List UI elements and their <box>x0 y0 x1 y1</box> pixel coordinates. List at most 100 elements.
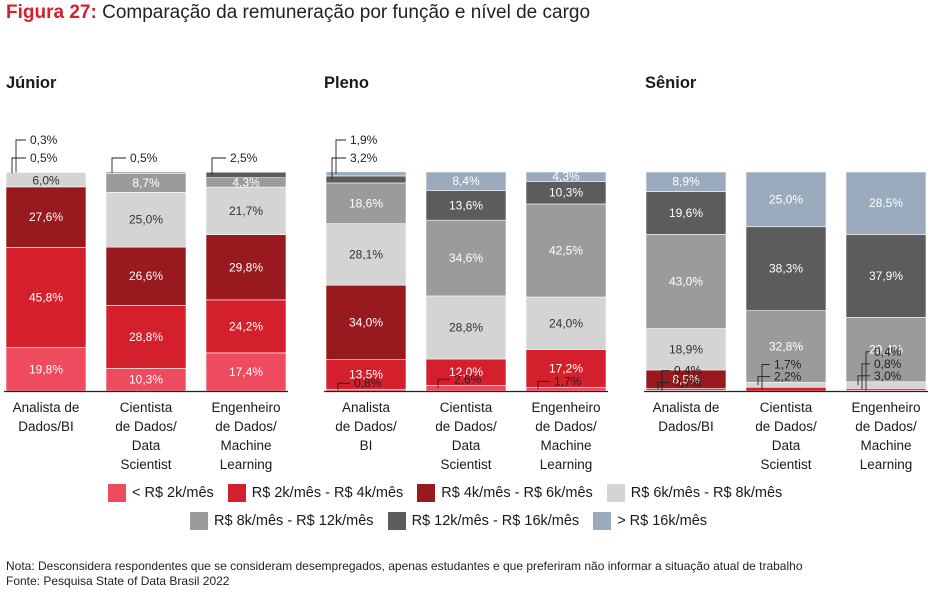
data-label: 17,4% <box>229 365 263 379</box>
legend-swatch <box>108 484 126 502</box>
data-label: 19,8% <box>29 362 63 376</box>
data-label: 21,7% <box>229 204 263 218</box>
legend-swatch <box>606 484 625 502</box>
category-label: Analista de <box>13 400 80 415</box>
category-label: Engenheiro <box>211 400 280 415</box>
legend-swatch <box>593 512 612 530</box>
category-label: Data <box>452 438 481 453</box>
data-label: 10,3% <box>129 373 163 387</box>
bar-segment <box>5 347 87 392</box>
callout-line <box>657 382 670 390</box>
bar-segment <box>5 171 87 173</box>
bar-segment <box>745 386 827 392</box>
legend-item: R$ 2k/mês - R$ 4k/mês <box>227 484 404 502</box>
legend-item: > R$ 16k/mês <box>593 512 707 530</box>
legend-label: R$ 8k/mês - R$ 12k/mês <box>214 513 374 529</box>
data-label: 18,6% <box>349 196 383 210</box>
bar-segment <box>745 310 827 383</box>
data-label: 0,5% <box>130 151 158 165</box>
bar-segment <box>525 296 607 350</box>
data-label: 24,2% <box>229 319 263 333</box>
data-label: 0,8% <box>874 357 902 371</box>
data-label: 24,0% <box>549 316 583 330</box>
category-label: Cientista <box>760 400 813 415</box>
data-label: 12,0% <box>449 365 483 379</box>
bar-segment <box>845 317 927 383</box>
data-label: 8,7% <box>132 176 160 190</box>
category-label: Dados/BI <box>658 419 714 434</box>
data-label: 25,0% <box>129 213 163 227</box>
callout-line <box>11 157 26 174</box>
category-label: Dados/BI <box>18 419 74 434</box>
bar-segment <box>525 203 607 298</box>
legend-swatch <box>387 512 406 530</box>
data-label: 13,5% <box>349 367 383 381</box>
category-label: de Dados/ <box>215 419 277 434</box>
callout-line <box>537 380 550 390</box>
category-label: de Dados/ <box>435 419 497 434</box>
data-label: 8,9% <box>672 175 700 189</box>
data-label: 0,8% <box>354 376 382 390</box>
bar-segment <box>525 171 607 182</box>
figure-title: Figura 27: Comparação da remuneração por… <box>6 2 590 24</box>
source-text: Fonte: Pesquisa State of Data Brasil 202… <box>6 574 230 588</box>
category-label: de Dados/ <box>535 419 597 434</box>
bar-segment <box>425 219 507 297</box>
category-label: BI <box>360 438 373 453</box>
callout-line <box>861 363 870 390</box>
data-label: 28,8% <box>129 330 163 344</box>
callout-line <box>761 364 770 390</box>
data-label: 8,5% <box>672 372 700 386</box>
legend-item: R$ 6k/mês - R$ 8k/mês <box>606 484 782 502</box>
group-title: Sênior <box>645 74 697 92</box>
legend-swatch <box>190 512 208 530</box>
callout-line <box>335 139 346 174</box>
data-label: 0,5% <box>30 151 58 165</box>
legend-row-1: < R$ 2k/mês R$ 2k/mês - R$ 4k/mês R$ 4k/mê… <box>108 484 796 502</box>
data-label: 0,4% <box>674 364 702 378</box>
data-label: 1,7% <box>774 357 802 371</box>
bar-segment <box>105 171 187 174</box>
data-label: 10,3% <box>549 186 583 200</box>
bar-segment <box>105 305 187 369</box>
bar-segment <box>205 352 287 392</box>
note-text: Nota: Desconsidera respondentes que se c… <box>6 559 803 573</box>
category-label: Learning <box>220 457 273 472</box>
data-label: 0,4% <box>874 345 902 359</box>
category-label: Machine <box>540 438 591 453</box>
bar-segment <box>645 234 727 329</box>
category-label: Cientista <box>120 400 173 415</box>
category-label: de Dados/ <box>755 419 817 434</box>
data-label: 28,5% <box>869 196 903 210</box>
data-label: 3,2% <box>350 151 378 165</box>
data-label: 29,4% <box>869 343 903 357</box>
data-label: 45,8% <box>29 290 63 304</box>
bar-segment <box>745 171 827 228</box>
group-title: Júnior <box>6 74 57 92</box>
legend-item: R$ 8k/mês - R$ 12k/mês <box>190 512 374 530</box>
data-label: 26,6% <box>129 269 163 283</box>
legend-item: R$ 4k/mês - R$ 6k/mês <box>417 484 593 502</box>
category-label: Analista de <box>653 400 720 415</box>
category-label: Machine <box>860 438 911 453</box>
category-label: Engenheiro <box>851 400 920 415</box>
legend-label: R$ 2k/mês - R$ 4k/mês <box>251 485 404 501</box>
data-label: 43,0% <box>669 275 703 289</box>
data-label: 17,2% <box>549 361 583 375</box>
figure-number: Figura 27: <box>6 2 97 23</box>
bar-segment <box>425 358 507 386</box>
data-label: 1,9% <box>350 133 378 147</box>
bar-segment <box>845 171 927 235</box>
legend-item: R$ 12k/mês - R$ 16k/mês <box>387 512 580 530</box>
stacked-bar-chart: Júnior 19,8% 45,8% 27,6% 6,0% 0,3% 0,5% Analist… <box>4 74 928 472</box>
data-label: 2,6% <box>454 372 482 386</box>
legend-swatch <box>417 484 436 502</box>
bar-segment <box>5 247 87 348</box>
data-label: 2,2% <box>774 369 802 383</box>
bar-segment <box>745 226 827 311</box>
category-label: Cientista <box>440 400 493 415</box>
data-label: 13,6% <box>449 198 483 212</box>
data-label: 3,0% <box>874 369 902 383</box>
legend-label: R$ 12k/mês - R$ 16k/mês <box>411 513 580 529</box>
data-label: 42,5% <box>549 244 583 258</box>
